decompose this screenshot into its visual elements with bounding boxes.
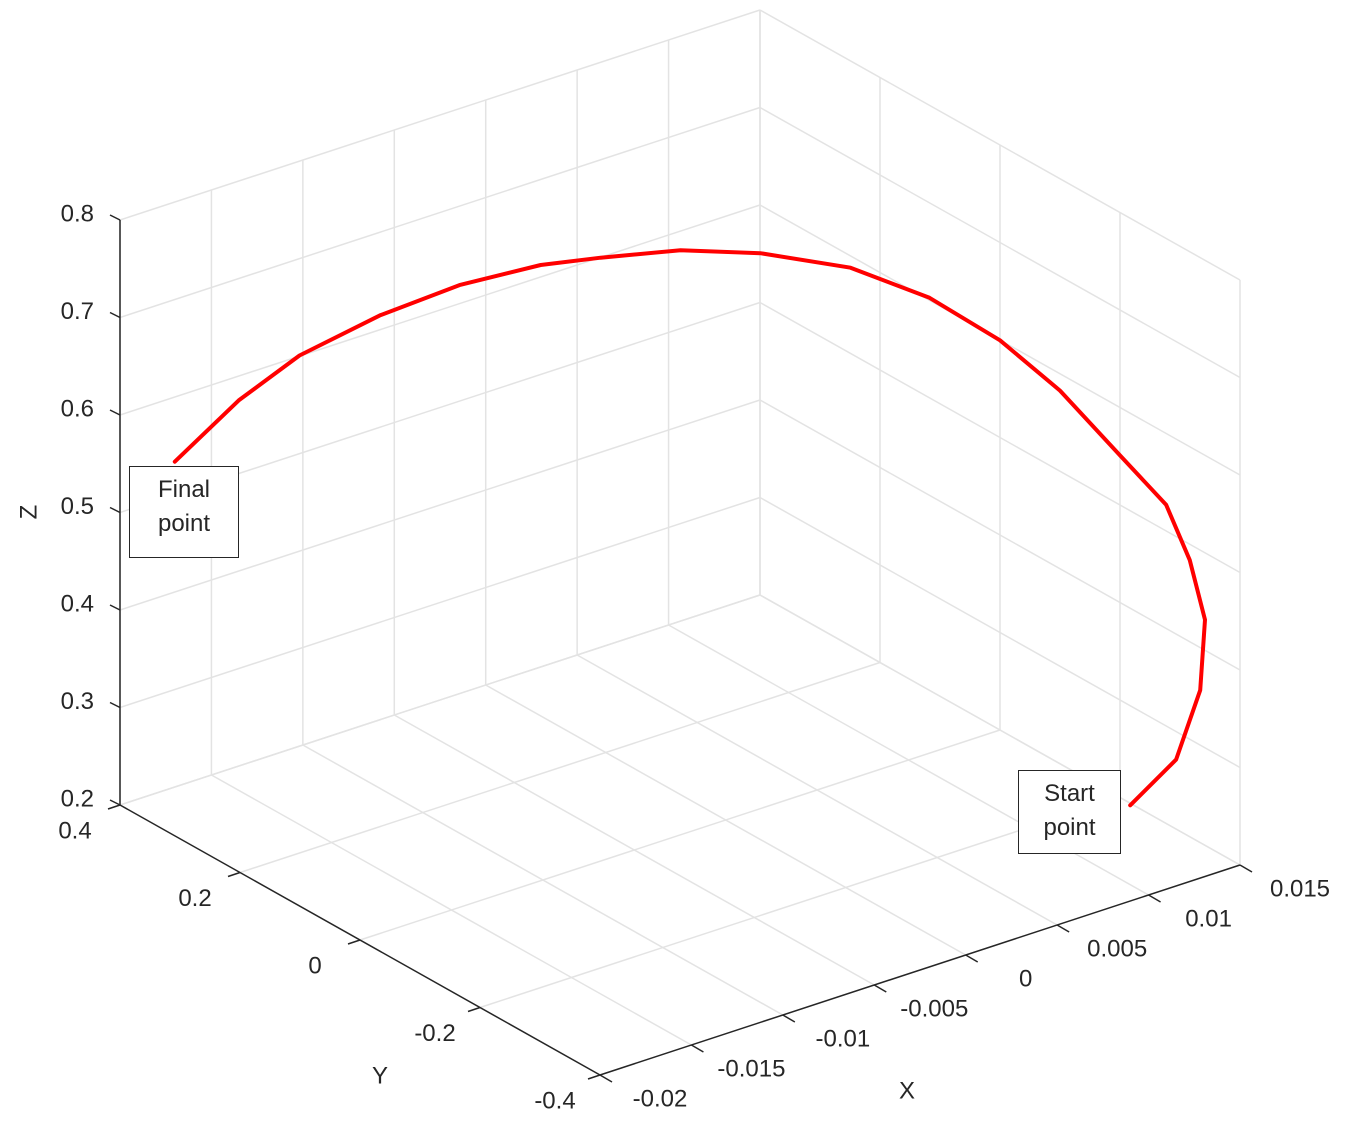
z-axis-label: Z: [15, 505, 42, 520]
tick-mark: [965, 954, 979, 963]
grid-line: [119, 496, 761, 709]
x-tick-label: 0: [1019, 965, 1032, 992]
tick-mark: [109, 214, 121, 221]
tick-mark: [873, 984, 887, 993]
z-tick-label: 0.3: [61, 688, 94, 715]
tick-mark: [347, 939, 361, 945]
grid: [119, 9, 1241, 1076]
tick-mark: [1056, 924, 1070, 933]
y-tick-label: 0: [308, 952, 321, 979]
marks: [172, 248, 1207, 808]
y-tick-label: 0.2: [178, 885, 211, 912]
grid-line: [119, 106, 761, 319]
tick-mark: [691, 1044, 704, 1053]
tick-mark: [109, 799, 121, 806]
grid-line: [119, 204, 761, 416]
tick-mark: [107, 804, 121, 810]
tick-mark: [782, 1014, 796, 1023]
tick-mark: [109, 506, 121, 514]
x-tick-label: 0.015: [1270, 875, 1330, 902]
grid-line: [359, 729, 1001, 941]
data-line: [172, 248, 1207, 808]
z-tick-label: 0.2: [61, 785, 94, 812]
x-axis-label: X: [899, 1077, 915, 1104]
tick-mark: [109, 701, 121, 709]
annotation: Start point: [1018, 770, 1121, 854]
grid-line: [239, 661, 881, 874]
tick-mark: [227, 871, 241, 878]
z-tick-label: 0.4: [61, 590, 94, 617]
x-axis: [599, 864, 1241, 1076]
grid-line: [759, 301, 1241, 574]
tick-mark: [587, 1074, 601, 1080]
grid-line: [479, 796, 1121, 1009]
x-tick-label: -0.01: [816, 1025, 871, 1052]
axes: -0.02 -0.015 -0.01 -0.005 0 0.005 0.01 0.015 -0.…: [58, 200, 1330, 1114]
y-tick-label: 0.4: [58, 817, 91, 844]
grid-line: [759, 399, 1241, 671]
y-tick-label: -0.4: [534, 1087, 575, 1114]
tick-mark: [467, 1006, 481, 1013]
grid-line: [119, 594, 761, 806]
y-axis-label: Y: [372, 1062, 388, 1089]
tick-mark: [109, 311, 121, 319]
tick-mark: [109, 409, 121, 416]
x-tick-label: -0.005: [900, 995, 968, 1022]
z-tick-label: 0.7: [61, 298, 94, 325]
grid-line: [119, 399, 761, 611]
z-tick-label: 0.5: [61, 493, 94, 520]
x-tick-label: -0.015: [717, 1055, 785, 1082]
x-tick-label: 0.01: [1185, 905, 1232, 932]
annotation: Final point: [129, 466, 239, 558]
grid-line: [759, 496, 1241, 769]
tick-mark: [599, 1074, 613, 1083]
grid-line: [759, 106, 1241, 379]
tick-mark: [1148, 894, 1161, 903]
z-tick-label: 0.8: [61, 200, 94, 227]
y-tick-label: -0.2: [414, 1020, 455, 1047]
z-tick-label: 0.6: [61, 395, 94, 422]
grid-line: [759, 9, 1241, 281]
x-tick-label: 0.005: [1087, 935, 1147, 962]
grid-line: [759, 594, 1241, 866]
tick-mark: [109, 604, 121, 611]
grid-line: [119, 9, 761, 221]
x-tick-label: -0.02: [633, 1085, 688, 1112]
tick-mark: [1239, 864, 1253, 873]
